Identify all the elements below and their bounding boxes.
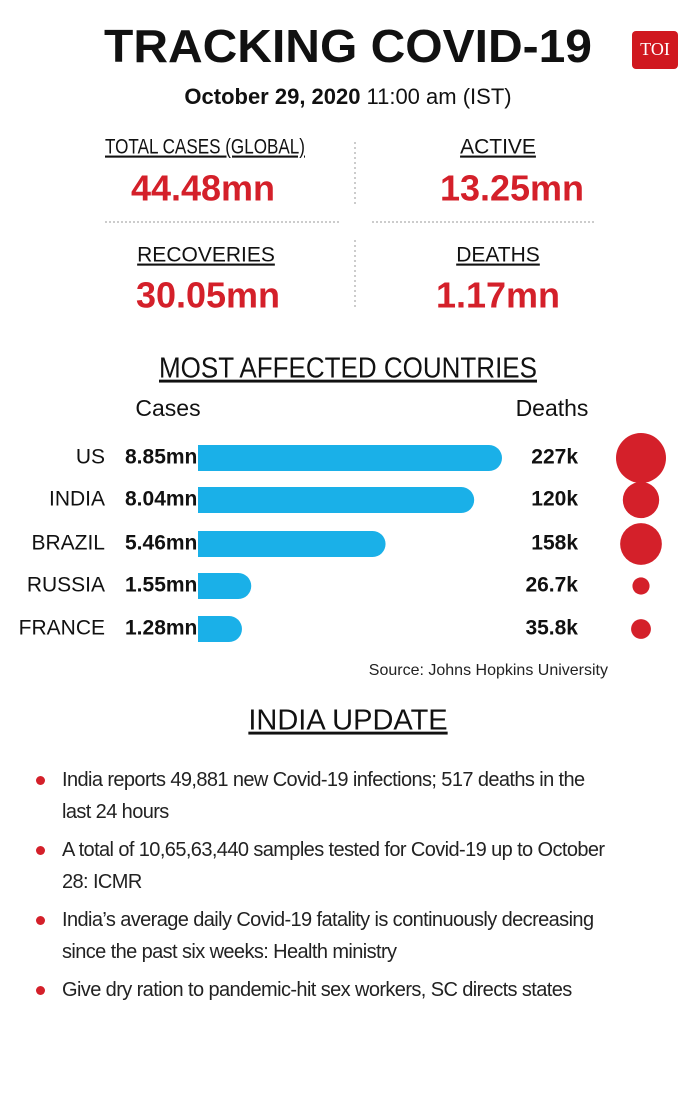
- date: October 29, 2020: [184, 84, 360, 109]
- category-label: US: [76, 446, 105, 469]
- death-bubble: [631, 619, 651, 639]
- bar: [198, 445, 502, 471]
- legend-label: Cases: [135, 395, 200, 421]
- death-bubble: [632, 577, 650, 595]
- category-label: INDIA: [49, 488, 105, 511]
- bar: [198, 487, 475, 513]
- category-label: FRANCE: [19, 617, 105, 640]
- value-label: 5.46mn: [125, 532, 197, 555]
- stat-label: RECOVERIES: [137, 244, 275, 267]
- update-item: A total of 10,65,63,440 samples tested f…: [36, 834, 616, 898]
- logo: TOI: [640, 39, 670, 59]
- bar: [198, 573, 252, 599]
- stat-label: TOTAL CASES (GLOBAL): [105, 136, 305, 159]
- category-label: BRAZIL: [31, 532, 105, 555]
- stat-value: 30.05mn: [136, 275, 280, 316]
- death-bubble: [616, 433, 666, 483]
- value-label: 26.7k: [525, 574, 578, 597]
- stat-label: DEATHS: [456, 244, 540, 267]
- dateline: October 29, 2020 11:00 am (IST): [184, 84, 511, 109]
- value-label: 8.85mn: [125, 446, 197, 469]
- section-title: INDIA UPDATE: [248, 705, 447, 737]
- value-label: 8.04mn: [125, 488, 197, 511]
- value-label: 1.28mn: [125, 617, 197, 640]
- value-label: 1.55mn: [125, 574, 197, 597]
- title: TRACKING COVID-19: [104, 20, 592, 72]
- death-bubble: [622, 481, 660, 519]
- stat-value: 13.25mn: [440, 168, 584, 209]
- source: Source: Johns Hopkins University: [369, 662, 608, 679]
- bar: [198, 531, 386, 557]
- value-label: 35.8k: [525, 617, 578, 640]
- bar: [198, 616, 242, 642]
- value-label: 158k: [531, 532, 578, 555]
- value-label: 227k: [531, 446, 578, 469]
- stat-value: 1.17mn: [436, 275, 560, 316]
- stat-value: 44.48mn: [131, 168, 275, 209]
- logo-box: [632, 31, 678, 69]
- time: 11:00 am (IST): [367, 84, 512, 109]
- update-list: India reports 49,881 new Covid-19 infect…: [36, 764, 616, 1012]
- chart-title: MOST AFFECTED COUNTRIES: [159, 353, 537, 385]
- stat-label: ACTIVE: [460, 136, 536, 159]
- legend-label: Deaths: [516, 395, 589, 421]
- update-item: India’s average daily Covid-19 fatality …: [36, 904, 616, 968]
- value-label: 120k: [531, 488, 578, 511]
- update-item: India reports 49,881 new Covid-19 infect…: [36, 764, 616, 828]
- death-bubble: [620, 523, 662, 565]
- category-label: RUSSIA: [27, 574, 105, 597]
- update-item: Give dry ration to pandemic-hit sex work…: [36, 974, 616, 1006]
